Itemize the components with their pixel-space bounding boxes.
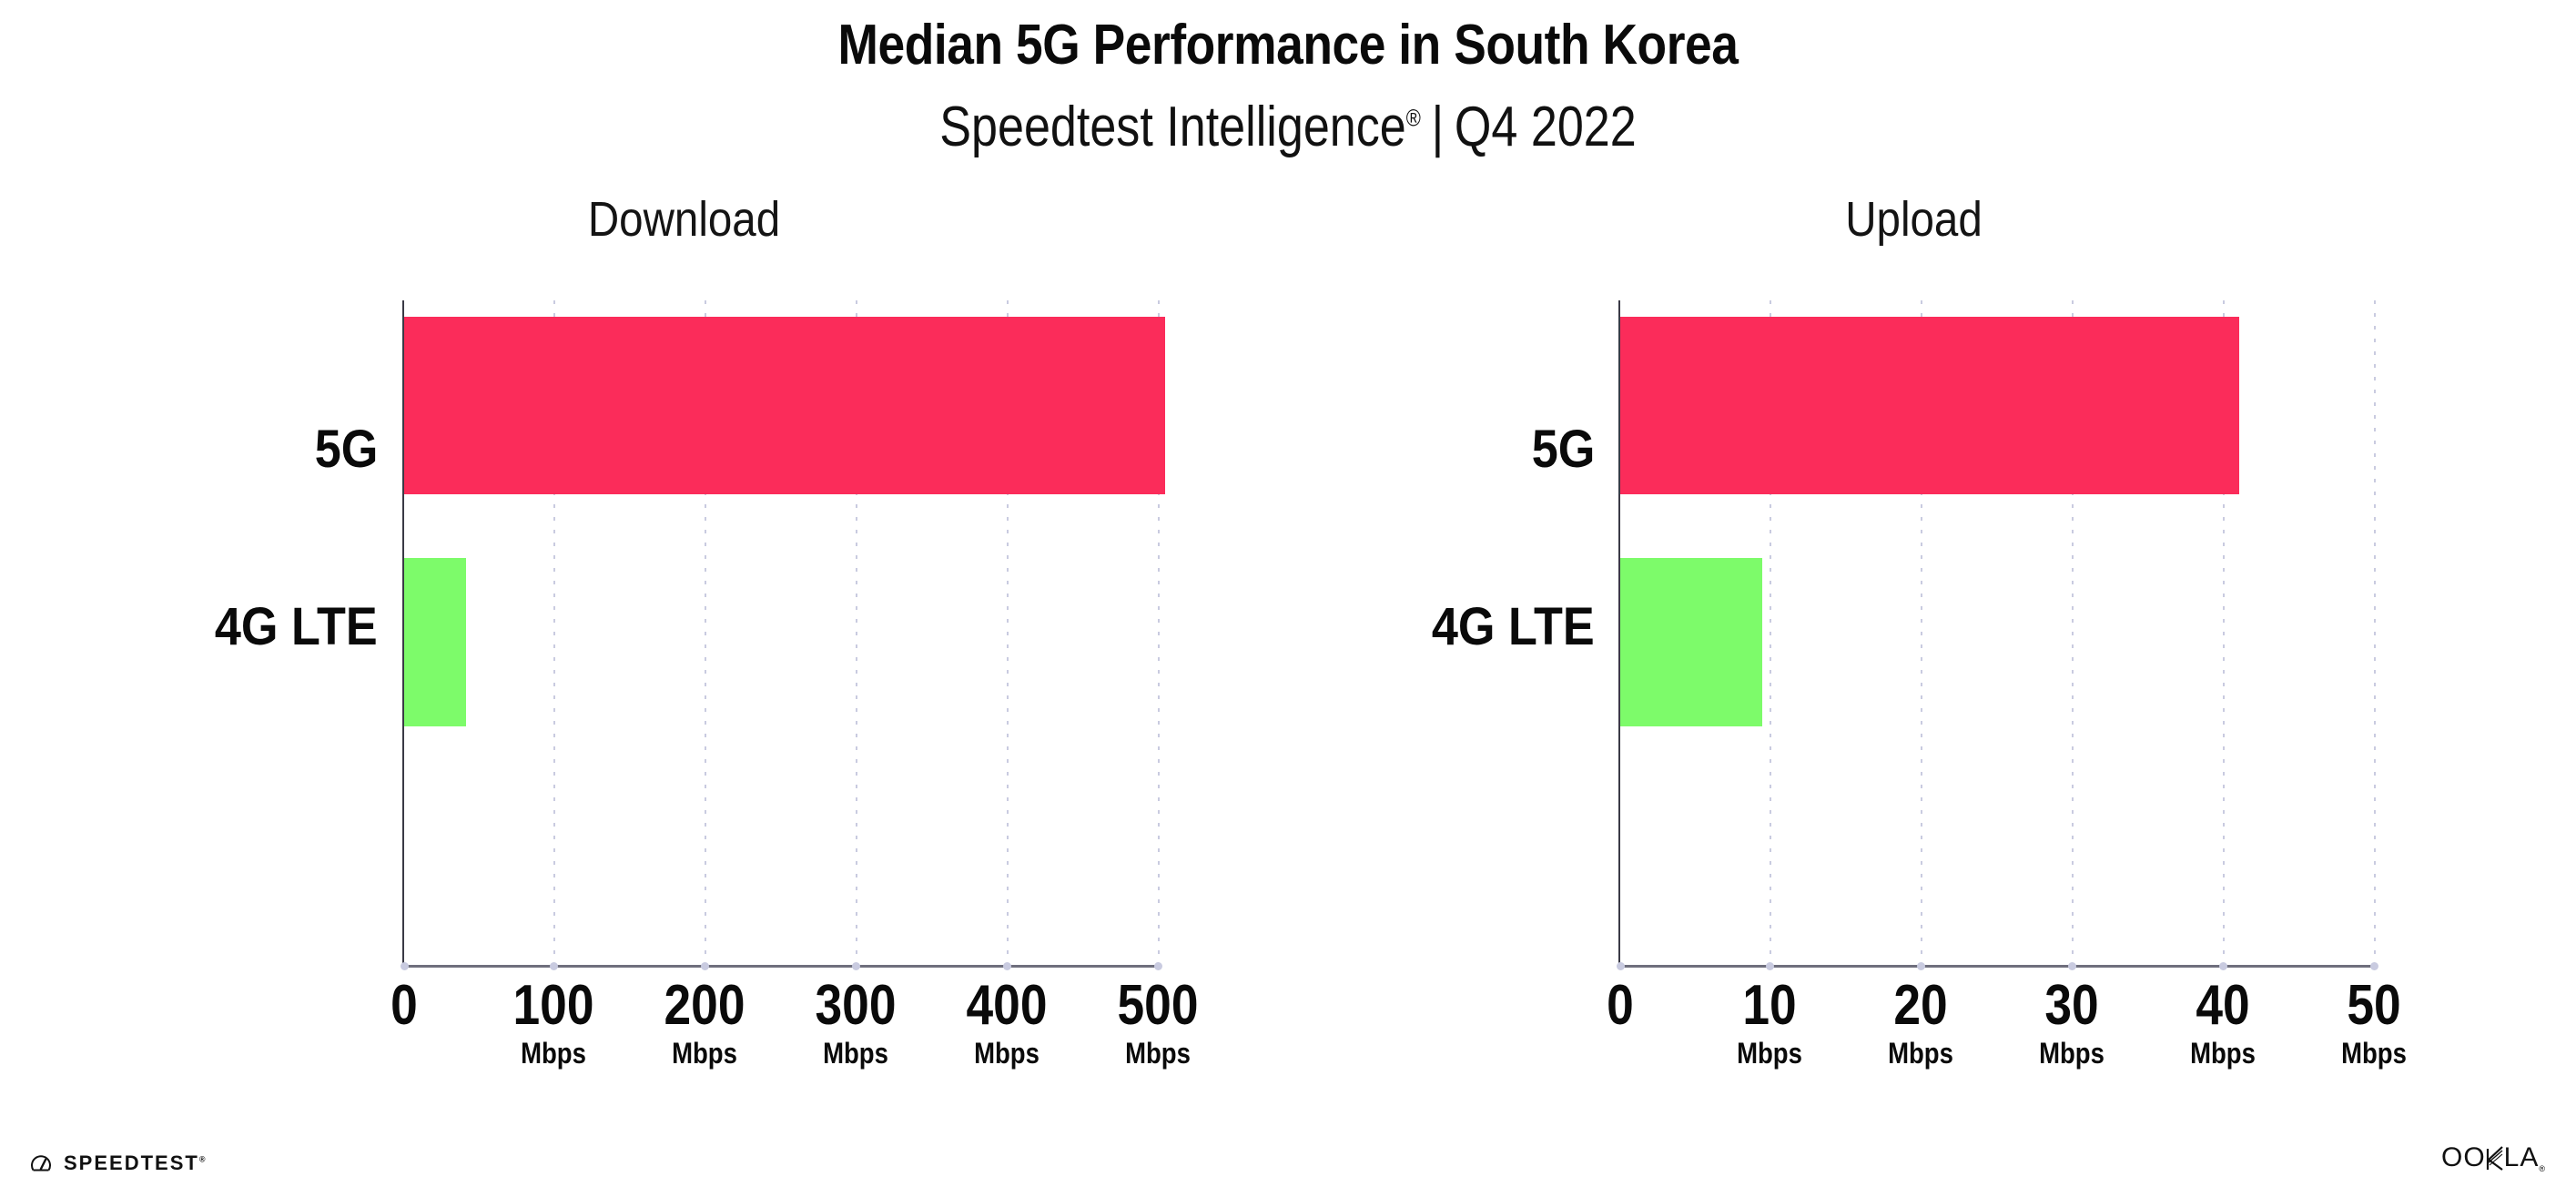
- x-tick-unit-100: Mbps: [521, 1037, 586, 1070]
- tick-dot-0: [1617, 962, 1625, 970]
- x-tick-unit-40: Mbps: [2190, 1037, 2256, 1070]
- x-tick-unit-500: Mbps: [1125, 1037, 1191, 1070]
- bar-upload-5g: [1620, 317, 2239, 494]
- speedometer-icon: [31, 1155, 51, 1172]
- page-subtitle: Speedtest Intelligence® | Q4 2022: [206, 95, 2369, 159]
- x-tick-50: 50 Mbps: [2283, 976, 2465, 1070]
- x-tick-unit-200: Mbps: [672, 1037, 737, 1070]
- category-label-download-5g: 5G: [314, 420, 378, 479]
- x-tick-unit-50: Mbps: [2341, 1037, 2407, 1070]
- x-tick-10: 10 Mbps: [1678, 976, 1861, 1070]
- tick-dot-500: [1154, 962, 1162, 970]
- tick-dot-30: [2068, 962, 2076, 970]
- x-tick-200: 200 Mbps: [614, 976, 796, 1070]
- x-tick-400: 400 Mbps: [916, 976, 1098, 1070]
- x-tick-unit-400: Mbps: [974, 1037, 1040, 1070]
- x-tick-label-500: 500: [1117, 974, 1199, 1037]
- x-tick-unit-20: Mbps: [1888, 1037, 1953, 1070]
- plot-area-download: 0 100 Mbps 200 Mbps 300 Mbps 400 Mbps 50…: [390, 300, 1198, 1070]
- subtitle-brand: Speedtest Intelligence: [939, 96, 1406, 158]
- chart-panel-upload: Upload 0 10 Mbps: [1288, 191, 2576, 1070]
- gridline-500: [1158, 300, 1160, 965]
- x-tick-30: 30 Mbps: [1981, 976, 2163, 1070]
- x-tick-label-200: 200: [664, 974, 745, 1037]
- gridline-200: [705, 300, 706, 965]
- x-tick-label-300: 300: [815, 974, 897, 1037]
- tick-dot-10: [1766, 962, 1774, 970]
- x-tick-label-10: 10: [1742, 974, 1797, 1037]
- x-tick-label-50: 50: [2347, 974, 2401, 1037]
- subtitle-period: Q4 2022: [1454, 96, 1637, 158]
- x-tick-300: 300 Mbps: [765, 976, 947, 1070]
- x-tick-0: 0: [313, 976, 495, 1036]
- x-tick-unit-30: Mbps: [2039, 1037, 2104, 1070]
- subtitle-separator: |: [1431, 96, 1445, 158]
- category-label-download-4glte: 4G LTE: [215, 597, 378, 656]
- ookla-wordmark-left: OO: [2440, 1142, 2486, 1172]
- y-axis-line: [1618, 300, 1620, 965]
- ookla-logo: OO LA ®: [2441, 1142, 2545, 1173]
- x-axis-line: [1618, 965, 2376, 968]
- tick-dot-200: [701, 962, 709, 970]
- x-tick-100: 100 Mbps: [462, 976, 644, 1070]
- tick-dot-0: [401, 962, 409, 970]
- x-tick-label-0: 0: [390, 974, 418, 1037]
- registered-trademark-icon: ®: [198, 1154, 206, 1164]
- ookla-k-icon: [2486, 1146, 2503, 1171]
- gridline-40: [2223, 300, 2225, 965]
- registered-trademark-icon: ®: [2539, 1164, 2545, 1173]
- chart-panel-download: Download 0 100 Mbps: [0, 191, 1288, 1070]
- ookla-wordmark-right: LA: [2503, 1142, 2540, 1172]
- plot-area-upload: 0 10 Mbps 20 Mbps 30 Mbps 40 Mbps 50 Mbp…: [1607, 300, 2407, 1070]
- gridline-300: [856, 300, 857, 965]
- tick-dot-400: [1003, 962, 1011, 970]
- x-tick-500: 500 Mbps: [1067, 976, 1249, 1070]
- y-axis-line: [402, 300, 404, 965]
- x-tick-unit-10: Mbps: [1737, 1037, 1802, 1070]
- x-tick-unit-300: Mbps: [823, 1037, 888, 1070]
- x-tick-label-20: 20: [1893, 974, 1948, 1037]
- x-tick-label-0: 0: [1607, 974, 1634, 1037]
- x-tick-0: 0: [1529, 976, 1711, 1036]
- tick-dot-300: [852, 962, 860, 970]
- bar-upload-4glte: [1620, 558, 1762, 726]
- speedtest-wordmark-text: SPEEDTEST: [64, 1151, 199, 1174]
- chart-title-download: Download: [587, 192, 781, 247]
- x-axis-line: [402, 965, 1160, 968]
- chart-title-upload: Upload: [1845, 192, 1983, 247]
- gridline-10: [1770, 300, 1771, 965]
- bar-download-4glte: [404, 558, 466, 726]
- tick-dot-100: [550, 962, 558, 970]
- x-tick-label-30: 30: [2044, 974, 2099, 1037]
- tick-dot-40: [2219, 962, 2227, 970]
- speedtest-logo: SPEEDTEST®: [29, 1151, 205, 1175]
- registered-trademark-icon: ®: [1405, 104, 1421, 132]
- x-tick-label-100: 100: [512, 974, 594, 1037]
- tick-dot-20: [1917, 962, 1925, 970]
- speedtest-wordmark: SPEEDTEST®: [64, 1151, 205, 1175]
- gridline-20: [1921, 300, 1922, 965]
- category-label-upload-4glte: 4G LTE: [1432, 597, 1595, 656]
- x-tick-40: 40 Mbps: [2132, 976, 2314, 1070]
- gridline-50: [2374, 300, 2376, 965]
- x-tick-label-40: 40: [2196, 974, 2250, 1037]
- page-title: Median 5G Performance in South Korea: [837, 14, 1739, 76]
- x-tick-20: 20 Mbps: [1830, 976, 2012, 1070]
- tick-dot-50: [2370, 962, 2378, 970]
- bar-download-5g: [404, 317, 1165, 494]
- gridline-400: [1007, 300, 1009, 965]
- category-label-upload-5g: 5G: [1531, 420, 1595, 479]
- gridline-30: [2072, 300, 2074, 965]
- gridline-100: [553, 300, 555, 965]
- x-tick-label-400: 400: [966, 974, 1048, 1037]
